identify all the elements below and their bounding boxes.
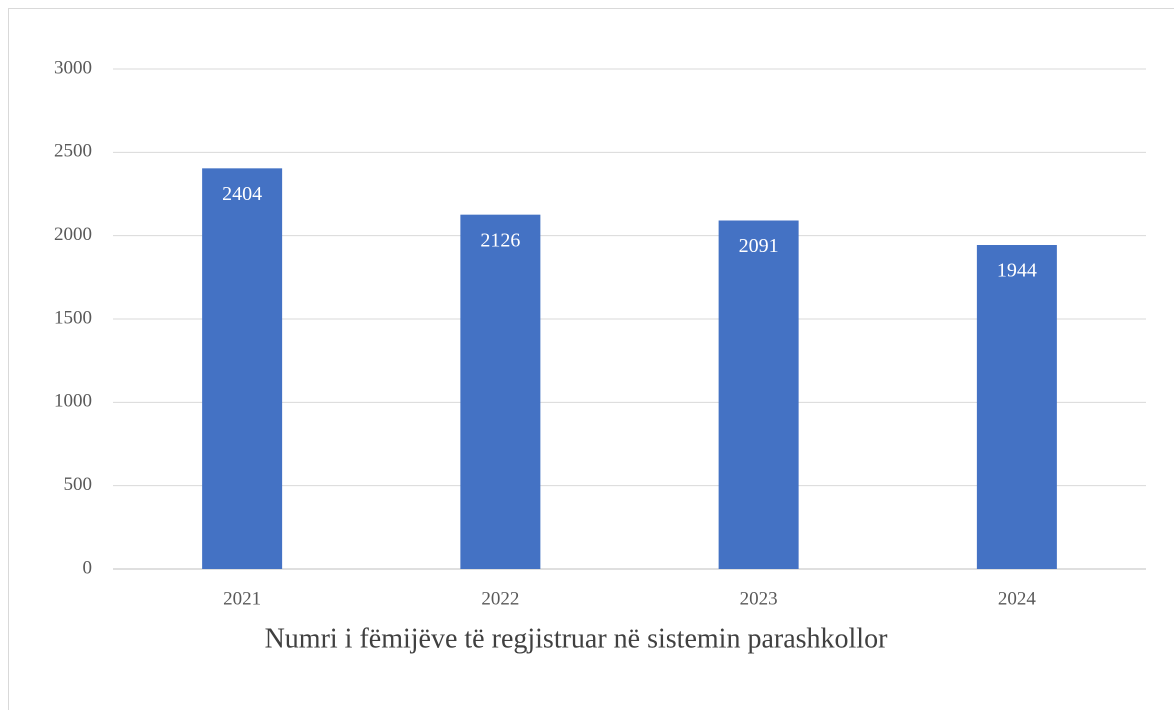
x-tick-label: 2024 <box>998 588 1037 609</box>
y-tick-label: 3000 <box>54 57 92 78</box>
y-tick-label: 0 <box>83 557 93 578</box>
y-tick-label: 2500 <box>54 141 92 162</box>
x-axis-title: Numri i fëmijëve të regjistruar në siste… <box>265 623 888 654</box>
x-tick-label: 2021 <box>223 588 261 609</box>
x-tick-label: 2022 <box>481 588 519 609</box>
y-tick-label: 1500 <box>54 307 92 328</box>
bar <box>460 214 541 569</box>
x-tick-label: 2023 <box>740 588 778 609</box>
y-tick-label: 1000 <box>54 391 92 412</box>
bar <box>976 245 1057 569</box>
bar <box>202 168 283 570</box>
data-label: 2091 <box>739 235 779 257</box>
y-tick-label: 500 <box>64 474 93 495</box>
chart-frame <box>8 8 1174 710</box>
y-tick-label: 2000 <box>54 224 92 245</box>
bar <box>718 220 799 569</box>
data-label: 2126 <box>480 229 520 251</box>
data-label: 1944 <box>997 260 1037 282</box>
data-label: 2404 <box>222 183 262 205</box>
